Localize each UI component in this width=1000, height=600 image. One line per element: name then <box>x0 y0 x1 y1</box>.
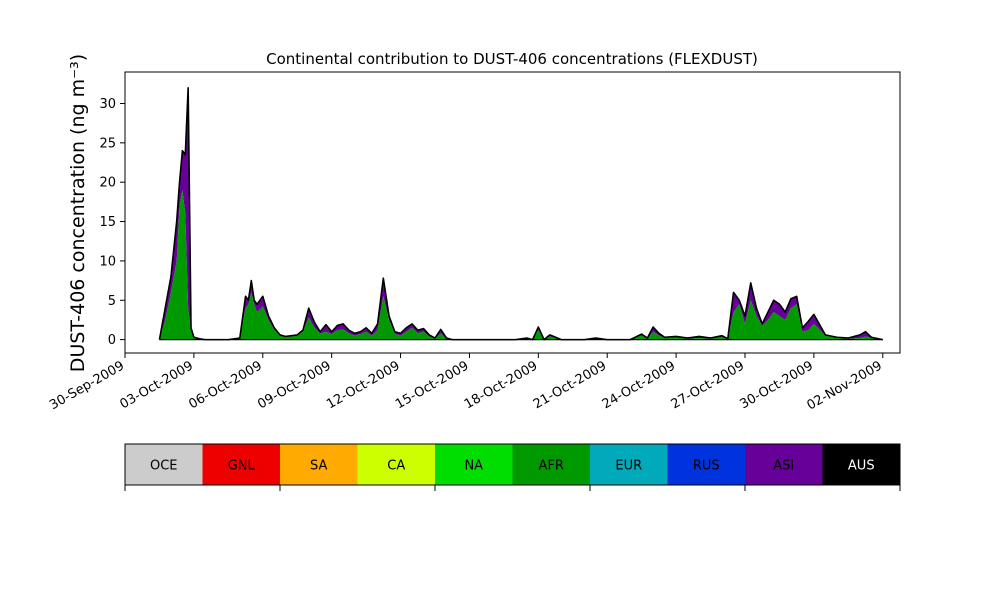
legend-swatch <box>590 444 668 485</box>
legend-label: GNL <box>228 459 256 474</box>
y-tick-label: 30 <box>99 97 116 112</box>
x-tick-label: 12-Oct-2009 <box>324 358 402 412</box>
x-tick-label: 27-Oct-2009 <box>669 358 747 412</box>
legend-label: OCE <box>150 459 178 474</box>
y-tick-label: 0 <box>108 333 116 348</box>
plot-area <box>158 86 883 341</box>
chart-title: Continental contribution to DUST-406 con… <box>266 50 758 68</box>
x-tick-label: 18-Oct-2009 <box>462 358 540 412</box>
x-tick-label: 24-Oct-2009 <box>600 358 678 412</box>
x-tick-label: 09-Oct-2009 <box>255 358 333 412</box>
legend-label: ASI <box>773 459 794 474</box>
legend-swatch <box>745 444 823 485</box>
area-asi <box>159 87 883 340</box>
plot-frame <box>124 71 901 354</box>
x-tick-label: 03-Oct-2009 <box>117 358 195 412</box>
legend-label: CA <box>387 459 405 474</box>
legend-swatch <box>280 444 358 485</box>
y-tick-label: 25 <box>99 136 116 151</box>
x-tick-label: 21-Oct-2009 <box>531 358 609 412</box>
legend-swatch <box>667 444 746 485</box>
x-tick-label: 15-Oct-2009 <box>393 358 471 412</box>
legend-swatch <box>357 444 436 485</box>
x-tick-label: 30-Oct-2009 <box>737 358 815 412</box>
y-axis: 0 5 10 15 20 25 30 <box>99 97 125 348</box>
legend-label: AUS <box>848 459 875 474</box>
legend-swatch <box>512 444 591 485</box>
legend-swatch <box>202 444 281 485</box>
legend-swatch <box>125 444 203 485</box>
total-line <box>158 86 883 341</box>
x-tick-label: 02-Nov-2009 <box>805 358 885 413</box>
y-tick-label: 20 <box>99 176 116 191</box>
y-tick-label: 5 <box>108 294 116 309</box>
legend-frame <box>124 443 901 486</box>
legend-label: RUS <box>693 459 720 474</box>
legend-swatch <box>822 444 901 485</box>
legend-swatch <box>435 444 513 485</box>
legend-colorbar: OCE GNL SA CA NA AFR EUR RUS ASI AUS <box>124 443 901 491</box>
legend-label: AFR <box>539 459 564 474</box>
y-tick-label: 15 <box>99 215 116 230</box>
legend-label: EUR <box>615 459 642 474</box>
legend-label: SA <box>310 459 327 474</box>
legend-label: NA <box>464 459 483 474</box>
x-tick-label: 06-Oct-2009 <box>186 358 264 412</box>
y-tick-label: 10 <box>99 254 116 269</box>
y-axis-label: DUST-406 concentration (ng m⁻³) <box>67 54 89 372</box>
x-axis: 30-Sep-200903-Oct-200906-Oct-200909-Oct-… <box>47 353 885 413</box>
